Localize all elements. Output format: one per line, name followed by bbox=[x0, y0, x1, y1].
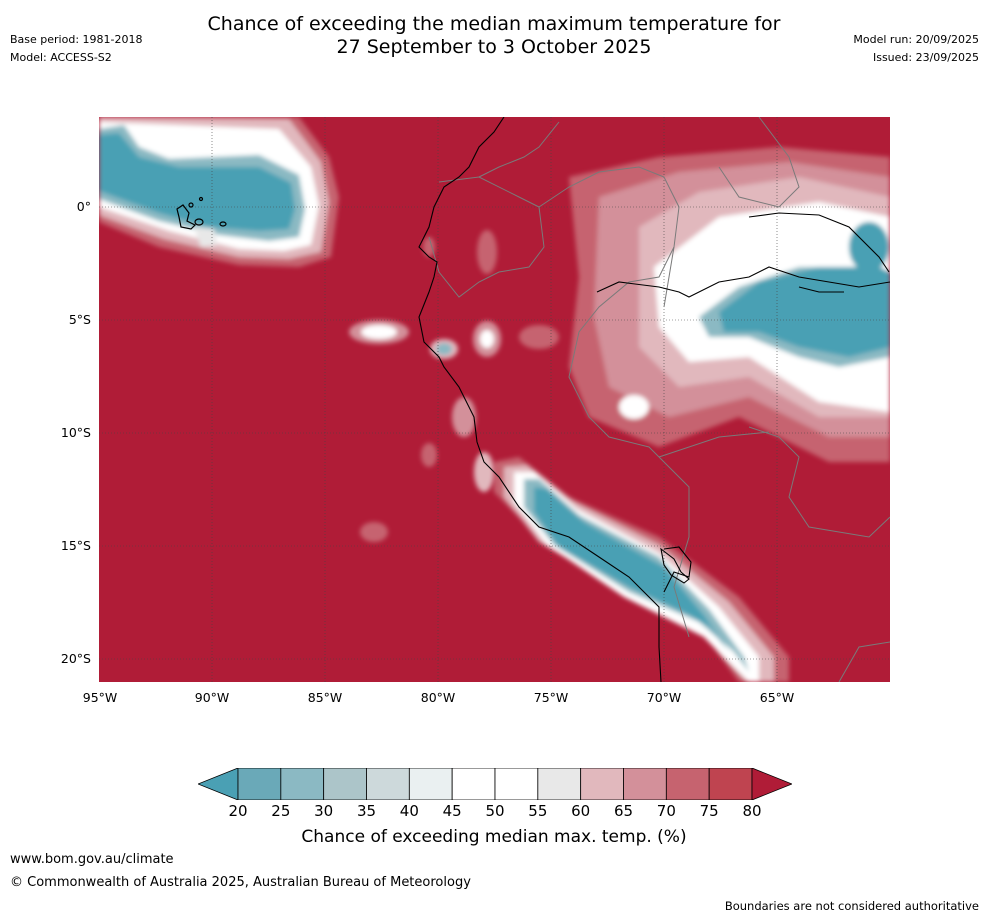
map-canvas bbox=[99, 117, 890, 682]
footer-url[interactable]: www.bom.gov.au/climate bbox=[10, 852, 174, 867]
lon-label-65w: 65°W bbox=[759, 690, 795, 705]
model-run-text: Model run: 20/09/2025 bbox=[853, 33, 979, 46]
colorbar-segment bbox=[323, 767, 367, 801]
colorbar-label: Chance of exceeding median max. temp. (%… bbox=[301, 827, 687, 847]
colorbar-segment bbox=[451, 767, 496, 801]
galapagos-anomaly bbox=[99, 117, 339, 267]
lat-label-5s: 5°S bbox=[68, 312, 91, 327]
meta-right: Model run: 20/09/2025 Issued: 23/09/2025 bbox=[853, 31, 979, 67]
country-borders bbox=[428, 117, 890, 682]
colorbar-segment bbox=[623, 767, 667, 801]
colorbar-segment bbox=[408, 767, 453, 801]
model-text: Model: ACCESS-S2 bbox=[10, 51, 112, 64]
lon-label-85w: 85°W bbox=[307, 690, 343, 705]
lat-label-20s: 20°S bbox=[60, 651, 91, 666]
colorbar-extend-high bbox=[751, 767, 794, 801]
colorbar-svg bbox=[196, 767, 794, 801]
colorbar-tick-label: 55 bbox=[528, 802, 548, 820]
lon-label-90w: 90°W bbox=[194, 690, 230, 705]
colorbar-tick-label: 70 bbox=[656, 802, 676, 820]
amazon-anomaly bbox=[569, 147, 890, 462]
lake-titicaca bbox=[660, 547, 690, 584]
colorbar-tick-label: 65 bbox=[613, 802, 634, 820]
colorbar bbox=[196, 767, 794, 801]
meta-left: Base period: 1981-2018 Model: ACCESS-S2 bbox=[10, 31, 142, 67]
lat-label-15s: 15°S bbox=[60, 538, 91, 553]
small-anomalies bbox=[349, 230, 559, 542]
colorbar-tick-label: 50 bbox=[485, 802, 505, 820]
lon-label-95w: 95°W bbox=[82, 690, 118, 705]
lon-label-70w: 70°W bbox=[646, 690, 682, 705]
colorbar-tick-label: 35 bbox=[356, 802, 377, 820]
colorbar-tick-label: 80 bbox=[742, 802, 762, 820]
lat-label-10s: 10°S bbox=[60, 425, 91, 440]
colorbar-tick-label: 25 bbox=[271, 802, 291, 820]
forecast-map bbox=[99, 117, 890, 682]
base-period-text: Base period: 1981-2018 bbox=[10, 33, 143, 46]
issued-text: Issued: 23/09/2025 bbox=[872, 51, 979, 64]
gridlines bbox=[99, 117, 890, 682]
colorbar-segment bbox=[280, 767, 325, 801]
lon-label-80w: 80°W bbox=[420, 690, 456, 705]
colorbar-segment bbox=[665, 767, 710, 801]
title-line-2: 27 September to 3 October 2025 bbox=[336, 36, 652, 58]
colorbar-tick-label: 45 bbox=[442, 802, 462, 820]
colorbar-extend-low bbox=[196, 767, 239, 801]
colorbar-segment bbox=[708, 767, 753, 801]
galapagos-islands bbox=[176, 196, 227, 230]
colorbar-segment bbox=[237, 767, 282, 801]
colorbar-tick-label: 20 bbox=[228, 802, 248, 820]
lat-label-0: 0° bbox=[76, 199, 91, 214]
footer-note: Boundaries are not considered authoritat… bbox=[724, 899, 979, 913]
lon-label-75w: 75°W bbox=[533, 690, 569, 705]
title-line-1: Chance of exceeding the median maximum t… bbox=[207, 13, 781, 35]
colorbar-tick-label: 40 bbox=[399, 802, 419, 820]
colorbar-segment bbox=[366, 767, 410, 801]
colorbar-tick-label: 30 bbox=[314, 802, 334, 820]
chart-title: Chance of exceeding the median maximum t… bbox=[0, 13, 988, 59]
colorbar-segment bbox=[494, 767, 539, 801]
peru-coast-anomaly bbox=[494, 457, 789, 682]
colorbar-tick-label: 60 bbox=[571, 802, 591, 820]
colorbar-tick-label: 75 bbox=[699, 802, 719, 820]
colorbar-segment bbox=[580, 767, 624, 801]
colorbar-segment bbox=[537, 767, 582, 801]
footer-copyright: © Commonwealth of Australia 2025, Austra… bbox=[10, 875, 471, 890]
